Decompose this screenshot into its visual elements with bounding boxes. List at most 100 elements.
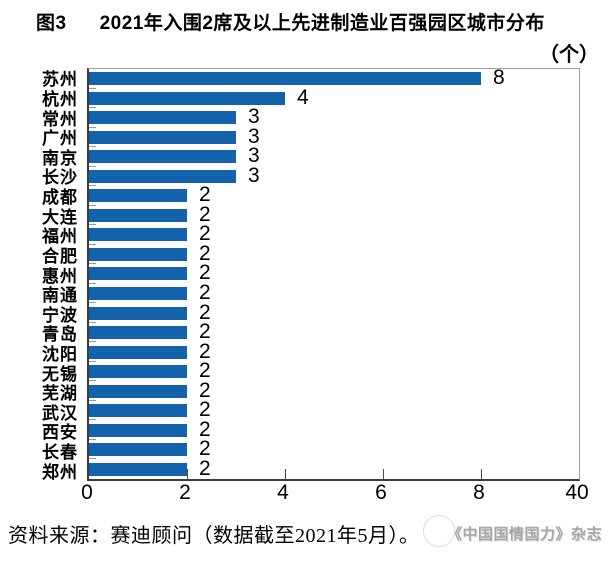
value-label: 8 [493, 66, 505, 90]
bar [89, 189, 187, 203]
bar-row: 2 [89, 419, 579, 440]
bar-row: 2 [89, 204, 579, 226]
x-axis-tick-label: 8 [473, 481, 485, 504]
source-note: 资料来源：赛迪顾问（数据截至2021年5月）。 [8, 525, 420, 547]
value-label: 2 [199, 339, 211, 363]
y-axis-minor-tick [89, 282, 96, 284]
bar [89, 384, 187, 398]
y-axis-minor-tick [89, 204, 96, 206]
x-axis-tick [481, 469, 482, 479]
category-label: 成都 [42, 188, 78, 208]
y-axis-minor-tick [89, 107, 96, 109]
y-axis-minor-tick [89, 126, 96, 128]
bar [89, 306, 187, 320]
value-label: 3 [248, 105, 260, 129]
value-label: 2 [199, 359, 211, 383]
value-label: 2 [199, 300, 211, 324]
y-axis-minor-tick [89, 419, 96, 421]
value-label: 2 [199, 241, 211, 265]
y-axis-minor-tick [89, 243, 96, 245]
category-label: 沈阳 [42, 344, 78, 364]
category-label: 南通 [42, 286, 78, 306]
value-label: 2 [199, 261, 211, 285]
x-axis-tick-label: 4 [277, 481, 289, 504]
category-label: 大连 [42, 207, 78, 227]
bar [89, 404, 187, 418]
category-label: 无锡 [42, 364, 78, 384]
x-axis-tick-label: 0 [81, 481, 93, 504]
value-label: 3 [248, 144, 260, 168]
bar-row: 2 [89, 398, 579, 422]
y-axis-minor-tick [89, 224, 96, 226]
bar [89, 287, 187, 300]
category-label: 芜湖 [42, 384, 78, 404]
chart-title: 图3 2021年入围2席及以上先进制造业百强园区城市分布 [36, 8, 545, 35]
bar-row: 3 [89, 163, 579, 187]
watermark-text: 《中国国情国力》杂志 [447, 526, 603, 543]
x-axis-tick-label: 40 [565, 481, 589, 504]
category-label: 青岛 [42, 325, 78, 345]
y-axis-minor-tick [89, 321, 96, 323]
value-label: 2 [199, 437, 211, 461]
bar [89, 462, 187, 476]
value-label: 2 [199, 320, 211, 344]
y-axis-minor-tick [89, 146, 96, 148]
bar [89, 423, 187, 437]
value-label: 2 [199, 222, 211, 246]
bar-row: 2 [89, 281, 579, 304]
bar-row: 2 [89, 222, 579, 246]
value-label: 2 [199, 398, 211, 422]
category-label: 杭州 [42, 89, 78, 109]
bar [89, 72, 481, 86]
bar-row: 2 [89, 339, 579, 363]
value-label: 3 [248, 163, 260, 187]
y-axis-minor-tick [89, 380, 96, 382]
bar [89, 111, 236, 125]
y-axis-minor-tick [89, 263, 96, 265]
bar-row: 3 [89, 126, 579, 148]
bar-row: 2 [89, 183, 579, 207]
value-label: 4 [297, 85, 309, 109]
bar-row: 2 [89, 458, 579, 479]
category-label: 合肥 [42, 246, 78, 266]
category-label: 惠州 [42, 266, 78, 286]
bar-row: 2 [89, 241, 579, 265]
bar-row: 2 [89, 300, 579, 324]
x-axis-tick [285, 469, 286, 479]
x-axis-tick-label: 6 [375, 481, 387, 504]
x-axis-tick [187, 469, 188, 479]
bar [89, 228, 187, 242]
bar-row: 2 [89, 261, 579, 285]
magazine-seal-icon [423, 515, 455, 547]
bar [89, 365, 187, 379]
x-axis-tick [383, 469, 384, 479]
bar-row: 3 [89, 105, 579, 129]
bar-row: 8 [89, 66, 579, 90]
bar [89, 169, 236, 183]
y-axis-minor-tick [89, 399, 96, 401]
value-label: 2 [199, 281, 211, 304]
bar-row: 2 [89, 320, 579, 344]
bar [89, 345, 187, 359]
figure-number: 图3 [36, 13, 67, 34]
category-label: 长沙 [42, 168, 78, 188]
category-label: 广州 [42, 129, 78, 149]
bar-row: 2 [89, 359, 579, 383]
y-axis-minor-tick [89, 302, 96, 304]
y-axis-minor-tick [89, 87, 96, 89]
bar [89, 130, 236, 144]
y-axis-minor-tick [89, 165, 96, 167]
figure-title-text: 2021年入围2席及以上先进制造业百强园区城市分布 [99, 13, 545, 34]
axis-unit-label: （个） [539, 44, 599, 66]
category-label: 武汉 [42, 403, 78, 423]
value-label: 2 [199, 183, 211, 207]
y-axis-minor-tick [89, 360, 96, 362]
category-label: 福州 [42, 227, 78, 247]
bar [89, 91, 285, 105]
y-axis-minor-tick [89, 458, 96, 460]
y-axis-minor-tick [89, 438, 96, 440]
value-label: 2 [199, 378, 211, 402]
bar-row: 2 [89, 378, 579, 402]
category-label: 苏州 [42, 70, 78, 90]
